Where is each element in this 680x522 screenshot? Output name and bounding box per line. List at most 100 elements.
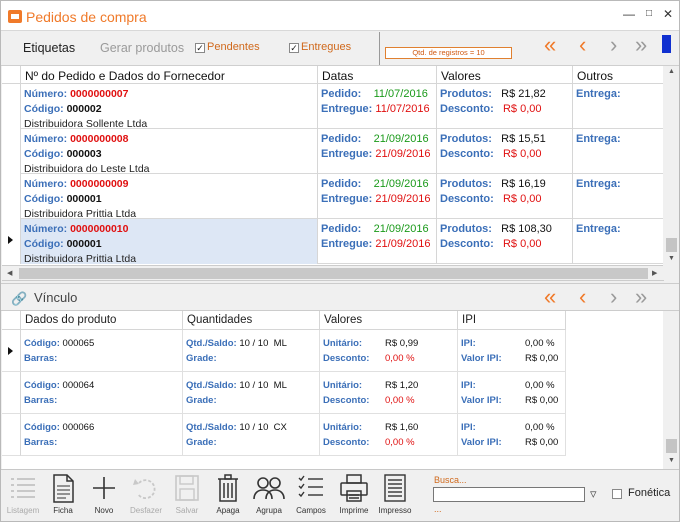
minimize-icon[interactable]: — bbox=[623, 7, 635, 21]
scroll-right-icon[interactable]: ▶ bbox=[652, 270, 658, 277]
row-indicator-header bbox=[2, 66, 21, 84]
first-record-icon[interactable]: « bbox=[544, 32, 557, 57]
table-row[interactable]: Número: 0000000007 Código: 000002 Distri… bbox=[2, 84, 664, 130]
table-row[interactable]: Código: 000065 Barras: Qtd./Saldo: 10 / … bbox=[2, 330, 664, 372]
scroll-thumb[interactable] bbox=[666, 238, 677, 252]
supplier-cell: Número: 0000000009 Código: 000001 Distri… bbox=[21, 174, 318, 220]
column-header[interactable]: Datas bbox=[318, 66, 437, 84]
maximize-icon[interactable]: □ bbox=[645, 8, 653, 19]
entregues-label: Entregues bbox=[301, 41, 352, 53]
impresso-button[interactable]: Impresso bbox=[375, 473, 415, 519]
scroll-down-icon[interactable]: ▼ bbox=[668, 255, 675, 262]
agrupa-button[interactable]: Agrupa bbox=[249, 473, 289, 519]
field-label: IPI: bbox=[461, 422, 476, 433]
orders-grid: Nº do Pedido e Dados do Fornecedor Datas… bbox=[2, 66, 664, 266]
scroll-thumb[interactable] bbox=[19, 268, 648, 279]
search-more-label[interactable]: ... bbox=[434, 504, 442, 514]
discount-percent: 0,00 % bbox=[385, 437, 415, 448]
column-header[interactable]: Quantidades bbox=[183, 311, 320, 330]
field-label: Código: bbox=[24, 422, 60, 433]
next-record-icon[interactable]: › bbox=[610, 284, 618, 309]
row-indicator bbox=[2, 174, 21, 219]
impresso-label: Impresso bbox=[378, 506, 412, 515]
record-count: Qtd. de registros = 10 bbox=[385, 47, 512, 59]
fonetica-checkbox[interactable] bbox=[612, 489, 622, 499]
column-header[interactable]: Outros bbox=[573, 66, 664, 84]
next-record-icon[interactable]: › bbox=[610, 32, 618, 57]
price-cell: Unitário: R$ 0,99 Desconto: 0,00 % bbox=[320, 330, 458, 372]
entregues-checkbox[interactable]: ✓ Entregues bbox=[289, 41, 351, 53]
unit-price: R$ 1,60 bbox=[385, 422, 419, 433]
table-row[interactable]: Número: 0000000009 Código: 000001 Distri… bbox=[2, 174, 664, 220]
salvar-button[interactable]: Salvar bbox=[167, 473, 207, 519]
field-label: Pedido: bbox=[321, 178, 362, 190]
unit-value: ML bbox=[273, 338, 287, 349]
scroll-left-icon[interactable]: ◀ bbox=[7, 270, 13, 277]
pendentes-checkbox[interactable]: ✓ Pendentes bbox=[195, 41, 260, 53]
field-label: IPI: bbox=[461, 338, 476, 349]
quantity-value: 10 / 10 bbox=[239, 380, 269, 391]
orders-horizontal-scrollbar[interactable]: ◀ ▶ bbox=[2, 266, 664, 281]
order-date: 21/09/2016 bbox=[373, 133, 429, 145]
field-label: Código: bbox=[24, 238, 64, 250]
column-header[interactable]: Valores bbox=[437, 66, 573, 84]
etiquetas-button[interactable]: Etiquetas bbox=[23, 41, 76, 55]
ficha-button[interactable]: Ficha bbox=[43, 473, 83, 519]
last-record-icon[interactable]: » bbox=[635, 32, 648, 57]
novo-button[interactable]: Novo bbox=[84, 473, 124, 519]
column-header[interactable]: Valores bbox=[320, 311, 458, 330]
field-label: Produtos: bbox=[440, 133, 492, 145]
apaga-button[interactable]: Apaga bbox=[208, 473, 248, 519]
search-input[interactable] bbox=[433, 487, 585, 502]
row-indicator bbox=[2, 414, 21, 456]
field-label: Desconto: bbox=[440, 148, 494, 160]
table-row[interactable]: Código: 000066 Barras: Qtd./Saldo: 10 / … bbox=[2, 414, 664, 456]
ipi-cell: IPI: 0,00 % Valor IPI: R$ 0,00 bbox=[458, 330, 566, 372]
column-header[interactable]: Nº do Pedido e Dados do Fornecedor bbox=[21, 66, 318, 84]
desfazer-button[interactable]: Desfazer bbox=[126, 473, 166, 519]
discount-value: R$ 0,00 bbox=[502, 103, 542, 115]
first-record-icon[interactable]: « bbox=[544, 284, 557, 309]
listagem-button[interactable]: Listagem bbox=[3, 473, 43, 519]
field-label: Entregue: bbox=[321, 238, 373, 250]
close-icon[interactable]: ✕ bbox=[662, 7, 674, 21]
orders-vertical-scrollbar[interactable]: ▲ ▼ bbox=[663, 66, 679, 266]
table-row-selected[interactable]: Número: 0000000010 Código: 000001 Distri… bbox=[2, 219, 664, 265]
vinculo-label: Vínculo bbox=[34, 290, 78, 305]
field-label: Número: bbox=[24, 133, 68, 145]
previous-record-icon[interactable]: ‹ bbox=[579, 32, 587, 57]
campos-label: Campos bbox=[296, 506, 326, 515]
previous-record-icon[interactable]: ‹ bbox=[579, 284, 587, 309]
filter-icon[interactable]: ▿ bbox=[590, 486, 597, 501]
campos-button[interactable]: Campos bbox=[291, 473, 331, 519]
others-cell: Entrega: bbox=[573, 84, 664, 129]
gerar-produtos-button[interactable]: Gerar produtos bbox=[100, 41, 185, 55]
row-indicator bbox=[2, 129, 21, 174]
trash-icon bbox=[218, 474, 238, 502]
ipi-value: R$ 0,00 bbox=[525, 353, 559, 364]
discount-value: R$ 0,00 bbox=[502, 148, 542, 160]
scroll-down-icon[interactable]: ▼ bbox=[668, 457, 675, 464]
dates-cell: Pedido: 21/09/2016 Entregue: 21/09/2016 bbox=[318, 219, 437, 264]
last-record-icon[interactable]: » bbox=[635, 284, 648, 309]
table-row[interactable]: Número: 0000000008 Código: 000003 Distri… bbox=[2, 129, 664, 175]
window-title: Pedidos de compra bbox=[26, 9, 147, 25]
field-label: Barras: bbox=[24, 353, 58, 364]
check-icon: ✓ bbox=[195, 43, 205, 53]
column-header[interactable]: IPI bbox=[458, 311, 566, 330]
dates-cell: Pedido: 21/09/2016 Entregue: 21/09/2016 bbox=[318, 129, 437, 174]
field-label: Qtd./Saldo: bbox=[186, 338, 237, 349]
table-row[interactable]: Código: 000064 Barras: Qtd./Saldo: 10 / … bbox=[2, 372, 664, 414]
field-label: Produtos: bbox=[440, 223, 492, 235]
imprime-button[interactable]: Imprime bbox=[334, 473, 374, 519]
scroll-thumb[interactable] bbox=[666, 439, 677, 453]
supplier-code: 000002 bbox=[66, 103, 102, 115]
column-header[interactable]: Dados do produto bbox=[21, 311, 183, 330]
field-label: Pedido: bbox=[321, 88, 362, 100]
field-label: Código: bbox=[24, 103, 64, 115]
scroll-up-icon[interactable]: ▲ bbox=[668, 68, 675, 75]
field-label: Qtd./Saldo: bbox=[186, 422, 237, 433]
field-label: Valor IPI: bbox=[461, 353, 502, 364]
products-vertical-scrollbar[interactable]: ▼ bbox=[663, 311, 679, 469]
printed-document-icon bbox=[384, 474, 406, 502]
